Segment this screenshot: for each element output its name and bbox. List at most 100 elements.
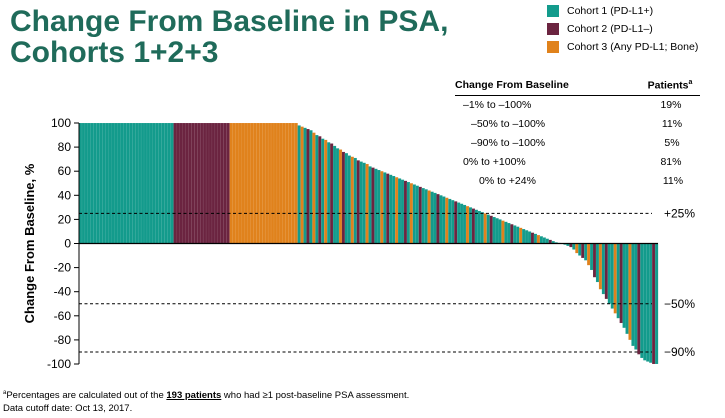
patient-bar xyxy=(412,184,417,244)
patient-bar xyxy=(489,215,493,244)
patient-bar xyxy=(397,178,402,244)
patient-bar xyxy=(81,122,86,244)
patient-bar xyxy=(194,122,198,244)
y-tick-label: 60 xyxy=(58,164,72,178)
patient-bar xyxy=(223,122,227,244)
title-line-1: Change From Baseline in PSA, xyxy=(10,5,449,38)
patient-bar xyxy=(96,122,100,244)
patient-bar xyxy=(640,243,644,359)
patient-bar xyxy=(137,122,142,244)
patient-bar xyxy=(462,204,467,244)
patient-bar xyxy=(427,190,431,244)
patient-bar xyxy=(586,243,591,266)
patient-bar xyxy=(421,187,425,244)
patient-bar xyxy=(368,166,372,244)
y-tick-label: 100 xyxy=(51,116,71,130)
patient-bar xyxy=(492,216,496,244)
patient-bar xyxy=(539,236,544,244)
patient-bar xyxy=(519,227,523,244)
patient-bar xyxy=(273,122,278,244)
row-label: 0% to +24% xyxy=(479,175,536,187)
patient-bar xyxy=(105,122,109,244)
patient-summary-table: Change From Baseline Patientsa –1% to –1… xyxy=(455,79,700,191)
patient-bar xyxy=(648,243,653,363)
patient-bar xyxy=(170,122,174,244)
patient-bar xyxy=(344,152,349,244)
patient-bar xyxy=(158,122,163,244)
patient-bar xyxy=(102,122,106,244)
patient-bar xyxy=(205,122,210,244)
row-label: –50% to –100% xyxy=(471,118,546,130)
patient-bar xyxy=(152,122,157,244)
patient-bar xyxy=(391,175,396,244)
footnote-line-1: aPercentages are calculated out of the 1… xyxy=(3,387,409,402)
patient-bar xyxy=(270,122,275,244)
patient-bar xyxy=(524,230,529,244)
patient-bar xyxy=(451,199,455,244)
patient-bar xyxy=(297,125,301,244)
patient-bar xyxy=(267,122,272,244)
patient-bar xyxy=(504,221,508,244)
patient-bar xyxy=(486,214,490,244)
patient-bar xyxy=(256,122,260,244)
patient-bar xyxy=(424,189,428,244)
patient-bar xyxy=(129,122,133,244)
footnote-line-2: Data cutoff date: Oct 13, 2017. xyxy=(3,403,133,415)
title-line-2: Cohorts 1+2+3 xyxy=(10,36,219,69)
patient-bar xyxy=(84,122,89,244)
patient-bar xyxy=(117,122,121,244)
patient-bar xyxy=(628,243,632,341)
patient-bar xyxy=(601,243,606,295)
patient-bar xyxy=(99,122,103,244)
patient-bar xyxy=(309,130,313,244)
patient-bar xyxy=(465,205,470,244)
patient-bar xyxy=(111,122,115,244)
patient-bar xyxy=(306,128,310,244)
patient-bar xyxy=(445,197,449,244)
patient-bar xyxy=(442,196,446,244)
patient-bar xyxy=(140,122,145,244)
patient-bar xyxy=(250,122,254,244)
patient-bar xyxy=(468,207,473,244)
patient-bar xyxy=(622,243,626,328)
header-patients-footnote-mark: a xyxy=(688,79,693,86)
patient-bar xyxy=(477,210,482,244)
table-row: –50% to –100% 11% xyxy=(455,115,700,134)
patient-bar xyxy=(132,122,136,244)
patient-bar xyxy=(220,122,225,244)
patient-bar xyxy=(291,122,295,244)
patient-bar xyxy=(542,237,547,244)
patient-bar xyxy=(282,122,287,244)
patient-bar xyxy=(637,243,641,355)
patient-bar xyxy=(182,122,186,244)
patient-bar xyxy=(253,122,257,244)
legend-swatch xyxy=(547,23,559,35)
patient-bar xyxy=(356,160,360,244)
patient-bar xyxy=(108,122,112,244)
patient-bar xyxy=(235,122,239,244)
patient-bar xyxy=(371,167,375,244)
y-tick-label: -60 xyxy=(54,309,72,323)
patient-bar xyxy=(613,243,617,314)
patient-bar xyxy=(394,177,399,244)
patient-bar xyxy=(179,122,183,244)
patient-bar xyxy=(386,173,390,244)
y-tick-label: -40 xyxy=(54,285,72,299)
patient-bar xyxy=(610,243,614,309)
patient-bar xyxy=(439,195,443,244)
patient-bar xyxy=(338,149,343,244)
header-patients: Patientsa xyxy=(640,79,700,92)
patient-bar xyxy=(545,238,549,244)
patient-bar xyxy=(294,122,298,244)
patient-bar xyxy=(167,122,171,244)
patient-bar xyxy=(516,226,520,244)
patient-bar xyxy=(578,243,582,256)
patient-bar xyxy=(572,243,576,250)
row-label: –90% to –100% xyxy=(471,137,546,149)
patient-bar xyxy=(377,169,381,244)
patient-bar xyxy=(436,193,440,244)
patient-bar xyxy=(87,122,92,244)
patient-bar xyxy=(454,201,458,244)
page-title: Change From Baseline in PSA, Cohorts 1+2… xyxy=(10,6,448,68)
row-value: 5% xyxy=(664,137,680,149)
